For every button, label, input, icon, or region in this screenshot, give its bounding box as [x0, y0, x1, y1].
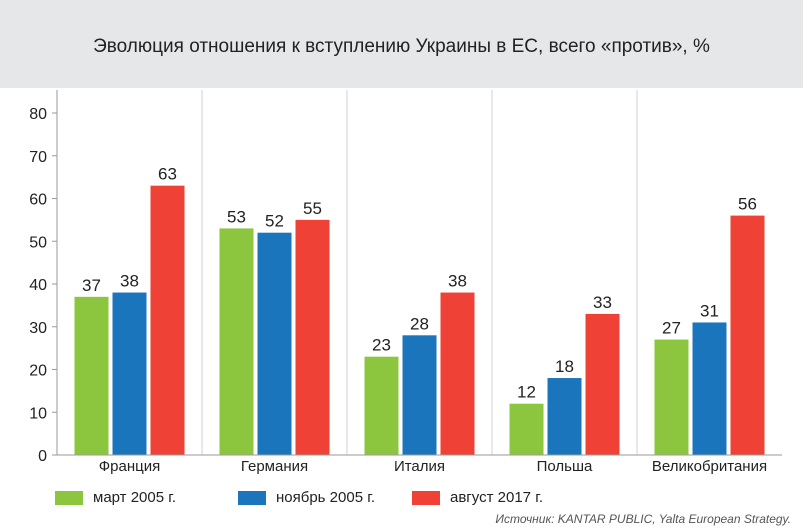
- x-category-label: Италия: [394, 458, 445, 475]
- bar: [547, 378, 582, 455]
- legend-swatch-aug-2017: [412, 491, 440, 505]
- bar-value-label: 53: [227, 207, 246, 226]
- bar-value-label: 12: [517, 383, 536, 402]
- bar-value-label: 27: [662, 319, 681, 338]
- bar-value-label: 23: [372, 336, 391, 355]
- bar: [295, 219, 330, 455]
- bar-value-label: 56: [738, 195, 757, 214]
- bar-value-label: 37: [82, 276, 101, 295]
- y-tick-label: 0: [38, 448, 47, 465]
- x-category-label: Германия: [241, 458, 308, 475]
- bar: [692, 322, 727, 455]
- bar: [402, 335, 437, 455]
- bar-value-label: 55: [303, 199, 322, 218]
- bar: [74, 296, 109, 455]
- bar-value-label: 52: [265, 212, 284, 231]
- x-category-label: Великобритания: [652, 458, 767, 475]
- legend-label-mar-2005: март 2005 г.: [93, 489, 177, 506]
- bar-value-label: 31: [700, 301, 719, 320]
- bar: [440, 292, 475, 455]
- bar: [654, 339, 689, 455]
- y-tick-label: 70: [29, 149, 47, 166]
- legend-label-aug-2017: август 2017 г.: [450, 489, 543, 506]
- bar: [364, 356, 399, 455]
- bar-value-label: 28: [410, 314, 429, 333]
- bar: [730, 215, 765, 455]
- bar: [257, 232, 292, 455]
- bar: [585, 313, 620, 455]
- y-tick-label: 40: [29, 277, 47, 294]
- bar-value-label: 18: [555, 357, 574, 376]
- bar: [219, 228, 254, 455]
- chart-header: Эволюция отношения к вступлению Украины …: [0, 0, 803, 88]
- chart-title: Эволюция отношения к вступлению Украины …: [93, 36, 710, 57]
- y-tick-label: 30: [29, 320, 47, 337]
- bar-value-label: 38: [448, 272, 467, 291]
- legend-swatch-mar-2005: [55, 491, 83, 505]
- y-tick-label: 10: [29, 405, 47, 422]
- bar: [150, 185, 185, 456]
- source-note: Источник: KANTAR PUBLIC, Yalta European …: [495, 512, 791, 526]
- y-tick-label: 60: [29, 192, 47, 209]
- bar-value-label: 33: [593, 293, 612, 312]
- x-category-label: Польша: [537, 458, 593, 475]
- y-tick-label: 50: [29, 234, 47, 251]
- bar-value-label: 63: [158, 165, 177, 184]
- y-tick-label: 80: [29, 106, 47, 123]
- bar-value-label: 38: [120, 272, 139, 291]
- legend-label-nov-2005: ноябрь 2005 г.: [276, 489, 376, 506]
- legend-swatch-nov-2005: [238, 491, 266, 505]
- y-tick-label: 20: [29, 363, 47, 380]
- bar: [509, 403, 544, 455]
- bar: [112, 292, 147, 455]
- x-category-label: Франция: [99, 458, 160, 475]
